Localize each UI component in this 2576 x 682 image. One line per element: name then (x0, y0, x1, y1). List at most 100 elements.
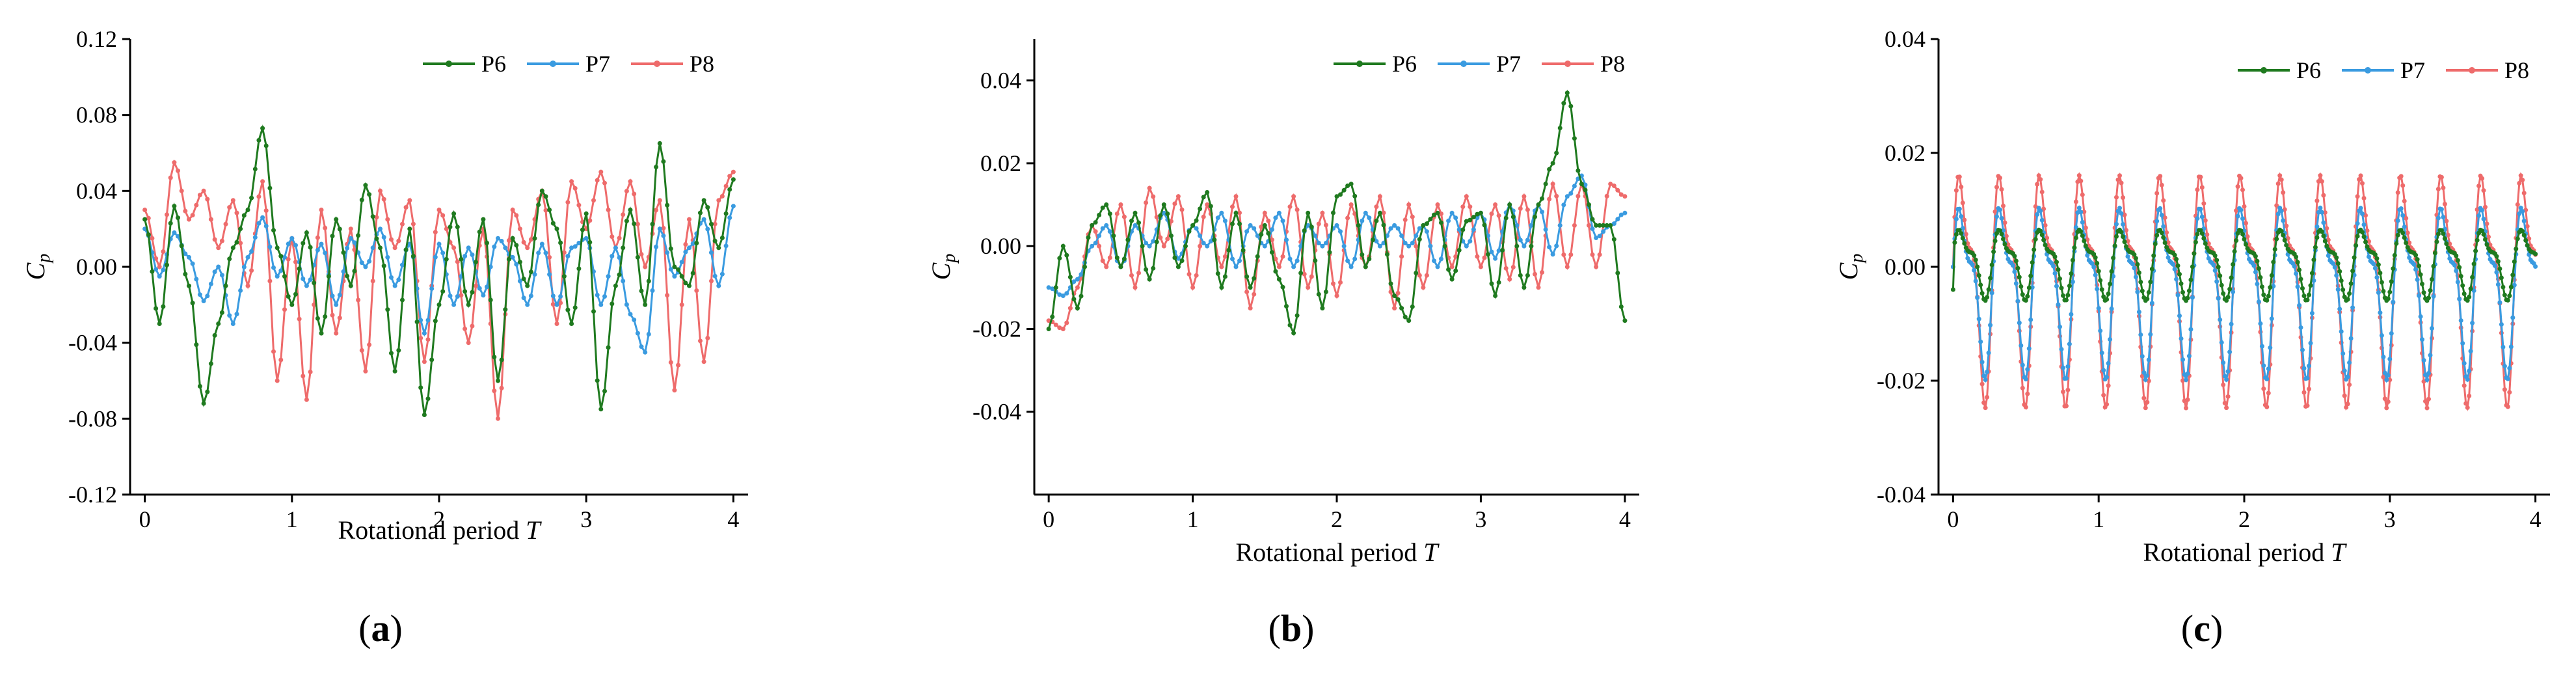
point-p7-c-72 (2067, 342, 2072, 347)
point-p6-a-112 (554, 226, 559, 232)
point-p8-a-19 (212, 237, 217, 242)
point-p6-a-131 (624, 219, 629, 224)
point-p6-b-104 (1421, 223, 1426, 228)
point-p7-c-63 (2052, 271, 2058, 276)
point-p7-c-222 (2309, 310, 2314, 316)
point-p7-a-55 (345, 245, 350, 251)
point-p8-b-128 (1507, 277, 1512, 282)
point-p7-c-130 (2161, 224, 2166, 229)
point-p8-b-43 (1201, 214, 1206, 219)
point-p8-c-219 (2305, 403, 2310, 408)
point-p8-b-160 (1622, 194, 1628, 199)
point-p7-c-278 (2400, 213, 2406, 218)
point-p6-a-106 (532, 236, 537, 241)
point-p6-c-38 (2012, 254, 2017, 258)
point-p7-c-91 (2098, 328, 2103, 333)
point-p8-b-19 (1114, 211, 1120, 216)
point-p6-b-91 (1374, 218, 1379, 223)
point-p8-a-145 (676, 362, 681, 368)
point-p7-a-111 (550, 293, 556, 299)
point-p7-c-270 (2387, 357, 2393, 362)
point-p7-c-70 (2064, 375, 2069, 381)
point-p7-b-84 (1348, 264, 1354, 269)
point-p6-c-120 (2145, 296, 2150, 301)
point-p7-a-4 (157, 274, 162, 279)
point-p8-c-352 (2520, 178, 2525, 183)
point-p6-c-246 (2348, 281, 2354, 286)
point-p7-c-148 (2190, 295, 2195, 300)
point-p8-c-227 (2318, 173, 2323, 178)
point-p8-c-179 (2240, 187, 2245, 193)
point-p7-c-295 (2428, 353, 2433, 358)
point-p6-a-93 (485, 240, 489, 245)
point-p6-b-135 (1533, 214, 1537, 219)
point-p7-c-215 (2298, 325, 2303, 330)
point-p8-a-150 (694, 288, 699, 293)
point-p6-c-42 (2019, 284, 2024, 289)
point-p8-a-99 (506, 238, 511, 243)
point-p6-c-228 (2319, 229, 2324, 234)
point-p6-c-106 (2122, 239, 2127, 245)
point-p7-c-86 (2089, 261, 2095, 266)
point-p8-a-16 (201, 188, 206, 193)
point-p7-c-66 (2058, 324, 2062, 329)
point-p7-c-111 (2130, 262, 2135, 267)
point-p6-b-96 (1392, 293, 1397, 298)
point-p7-c-136 (2171, 262, 2176, 267)
point-p8-c-206 (2284, 223, 2289, 228)
legend-marker-p6-c (2261, 67, 2267, 74)
point-p7-c-42 (2019, 343, 2024, 348)
point-p8-a-62 (370, 279, 375, 284)
point-p6-b-28 (1147, 277, 1152, 282)
point-p8-a-72 (407, 198, 412, 203)
point-p7-c-119 (2143, 377, 2148, 382)
point-p8-b-152 (1594, 264, 1599, 269)
point-p6-a-48 (319, 331, 324, 336)
point-p6-c-24 (1989, 262, 1994, 267)
point-p6-c-180 (2242, 237, 2247, 242)
point-p6-b-58 (1255, 254, 1260, 259)
point-p7-a-157 (719, 271, 725, 277)
point-p6-c-150 (2193, 239, 2198, 245)
point-p7-c-18 (1979, 359, 1985, 364)
point-p6-b-124 (1493, 293, 1498, 298)
point-p7-a-77 (425, 318, 431, 323)
point-p8-b-159 (1618, 192, 1624, 197)
point-p8-c-144 (2184, 405, 2188, 411)
point-p8-c-95 (2104, 402, 2110, 407)
point-p6-b-128 (1507, 202, 1512, 207)
point-p6-c-141 (2179, 281, 2184, 286)
point-p6-c-129 (2159, 230, 2164, 236)
point-p8-b-6 (1067, 306, 1073, 311)
point-p8-a-124 (598, 169, 604, 174)
point-p6-c-31 (2001, 236, 2006, 241)
point-p8-a-133 (632, 191, 637, 197)
point-p6-a-52 (334, 217, 339, 222)
point-p6-b-149 (1583, 187, 1588, 193)
point-p8-a-46 (312, 302, 317, 307)
point-p6-a-60 (363, 183, 368, 188)
point-p7-c-194 (2264, 377, 2270, 381)
point-p6-c-99 (2111, 255, 2116, 260)
point-p8-a-6 (165, 212, 169, 217)
point-p7-c-277 (2398, 206, 2404, 211)
point-p6-c-200 (2274, 236, 2279, 241)
point-p8-b-131 (1518, 206, 1523, 211)
point-p6-c-122 (2148, 279, 2153, 284)
point-p6-b-4 (1060, 243, 1066, 249)
point-p6-a-32 (260, 126, 265, 131)
point-p7-b-100 (1406, 243, 1412, 249)
point-p8-a-121 (587, 218, 593, 223)
point-p7-a-108 (539, 241, 544, 247)
point-p8-c-180 (2242, 204, 2247, 209)
point-p6-c-338 (2497, 266, 2502, 271)
point-p7-c-302 (2439, 207, 2444, 212)
point-p8-a-66 (385, 217, 390, 222)
point-p7-a-3 (154, 267, 159, 272)
point-p7-c-78 (2076, 206, 2082, 210)
point-p8-c-52 (2035, 182, 2040, 187)
point-p6-c-125 (2153, 241, 2158, 247)
point-p6-b-101 (1410, 304, 1415, 309)
point-p8-b-55 (1244, 290, 1250, 294)
point-p6-a-0 (142, 217, 148, 222)
